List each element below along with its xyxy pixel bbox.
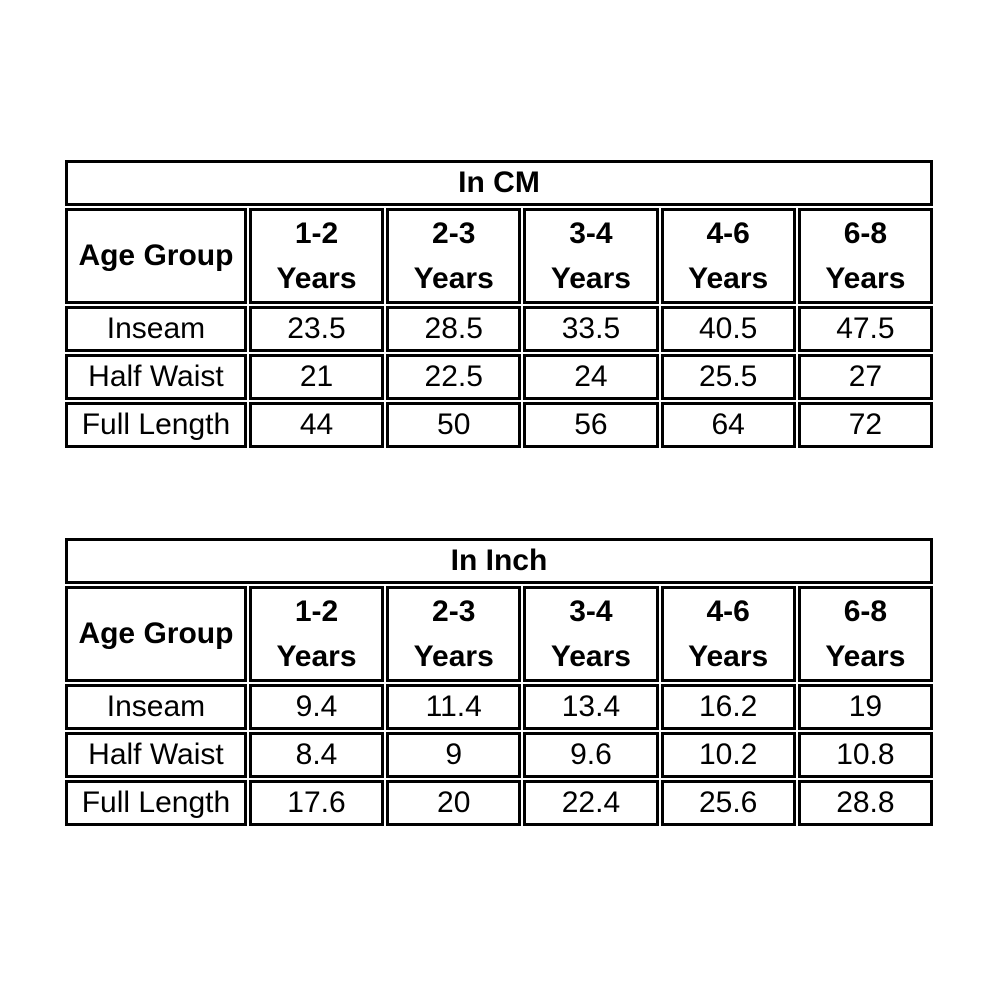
column-header-suffix: Years — [825, 640, 906, 673]
value-cell: 44 — [248, 402, 385, 448]
value-cell: 10.2 — [660, 732, 796, 778]
column-header: 4-6 Years — [660, 208, 796, 304]
value-cell: 25.6 — [660, 780, 796, 826]
table-title-cm: In CM — [65, 160, 933, 206]
value-cell: 9 — [386, 732, 522, 778]
value-cell: 24 — [523, 354, 659, 400]
column-header-range: 2-3 — [432, 595, 476, 628]
value-cell: 19 — [797, 684, 933, 730]
column-header-suffix: Years — [825, 262, 906, 295]
column-header-range: 6-8 — [843, 217, 888, 250]
value-cell: 21 — [248, 354, 385, 400]
column-header: 2-3 Years — [386, 586, 522, 682]
age-group-header: Age Group — [65, 586, 247, 682]
column-header-range: 3-4 — [569, 595, 613, 628]
value-cell: 50 — [386, 402, 522, 448]
value-cell: 27 — [797, 354, 933, 400]
column-header: 4-6 Years — [660, 586, 796, 682]
row-label: Inseam — [65, 684, 247, 730]
value-cell: 11.4 — [386, 684, 522, 730]
column-header-suffix: Years — [413, 640, 494, 673]
value-cell: 10.8 — [797, 732, 933, 778]
column-header: 6-8 Years — [797, 208, 933, 304]
value-cell: 40.5 — [660, 306, 796, 352]
value-cell: 23.5 — [248, 306, 385, 352]
value-cell: 56 — [523, 402, 659, 448]
column-header-suffix: Years — [688, 262, 769, 295]
column-header-range: 2-3 — [432, 217, 476, 250]
age-group-header: Age Group — [65, 208, 247, 304]
column-header-range: 4-6 — [706, 595, 750, 628]
table-title-inch: In Inch — [65, 538, 933, 584]
size-table-inch: In Inch Age Group 1-2 Years 2-3 Years 3-… — [63, 536, 935, 828]
column-header-range: 6-8 — [843, 595, 888, 628]
column-header: 6-8 Years — [797, 586, 933, 682]
column-header-suffix: Years — [550, 262, 631, 295]
value-cell: 25.5 — [660, 354, 796, 400]
column-header-suffix: Years — [276, 640, 357, 673]
row-label: Half Waist — [65, 354, 247, 400]
value-cell: 22.5 — [386, 354, 522, 400]
value-cell: 20 — [386, 780, 522, 826]
column-header: 1-2 Years — [248, 208, 385, 304]
column-header: 3-4 Years — [523, 208, 659, 304]
column-header: 3-4 Years — [523, 586, 659, 682]
value-cell: 9.4 — [248, 684, 385, 730]
value-cell: 8.4 — [248, 732, 385, 778]
row-label: Half Waist — [65, 732, 247, 778]
column-header: 2-3 Years — [386, 208, 522, 304]
column-header-range: 1-2 — [294, 217, 339, 250]
column-header-range: 4-6 — [706, 217, 750, 250]
value-cell: 28.5 — [386, 306, 522, 352]
value-cell: 28.8 — [797, 780, 933, 826]
value-cell: 13.4 — [523, 684, 659, 730]
column-header-suffix: Years — [276, 262, 357, 295]
value-cell: 22.4 — [523, 780, 659, 826]
size-table-cm: In CM Age Group 1-2 Years 2-3 Years 3-4 … — [63, 158, 935, 450]
column-header-suffix: Years — [550, 640, 631, 673]
value-cell: 17.6 — [248, 780, 385, 826]
row-label: Full Length — [65, 780, 247, 826]
row-label: Full Length — [65, 402, 247, 448]
column-header-range: 3-4 — [569, 217, 613, 250]
value-cell: 9.6 — [523, 732, 659, 778]
column-header-suffix: Years — [688, 640, 769, 673]
value-cell: 33.5 — [523, 306, 659, 352]
column-header-suffix: Years — [413, 262, 494, 295]
row-label: Inseam — [65, 306, 247, 352]
value-cell: 47.5 — [797, 306, 933, 352]
value-cell: 64 — [660, 402, 796, 448]
column-header: 1-2 Years — [248, 586, 385, 682]
column-header-range: 1-2 — [294, 595, 339, 628]
value-cell: 72 — [797, 402, 933, 448]
value-cell: 16.2 — [660, 684, 796, 730]
